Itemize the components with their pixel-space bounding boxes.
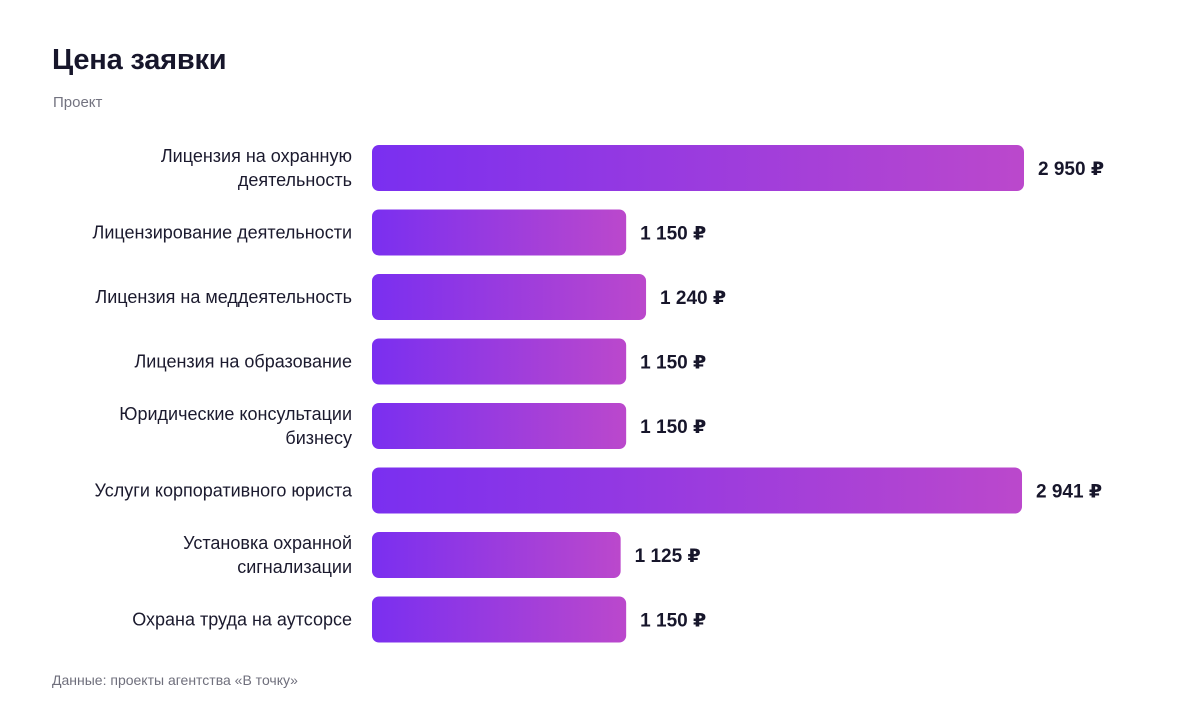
value-label: 1 125 ₽	[635, 546, 701, 567]
bar	[372, 338, 627, 385]
bar	[372, 403, 627, 449]
value-label: 1 150 ₽	[640, 224, 706, 245]
category-label: Установка охранной сигнализации	[183, 533, 352, 577]
bar	[372, 467, 1023, 514]
category-label: Лицензия на образование	[134, 352, 352, 372]
chart-subtitle: Проект	[53, 94, 103, 111]
bar	[372, 209, 627, 256]
bar	[372, 596, 627, 643]
value-label: 1 150 ₽	[640, 353, 706, 374]
category-label: Юридические консультации бизнесу	[119, 404, 352, 448]
value-label: 1 240 ₽	[660, 288, 726, 309]
category-label: Лицензия на меддеятельность	[95, 287, 352, 307]
bar	[372, 532, 621, 578]
bars-group: Лицензия на охранную деятельность 2 950 ₽ Л…	[93, 145, 1104, 643]
value-label: 1 150 ₽	[640, 611, 706, 632]
value-label: 2 950 ₽	[1038, 159, 1104, 180]
category-label: Лицензирование деятельности	[93, 223, 352, 243]
category-label: Лицензия на охранную деятельность	[161, 146, 352, 190]
chart-title: Цена заявки	[52, 44, 227, 76]
bar	[372, 145, 1024, 191]
category-label: Услуги корпоративного юриста	[95, 481, 353, 501]
value-label: 2 941 ₽	[1036, 482, 1102, 503]
value-label: 1 150 ₽	[640, 417, 706, 438]
data-source-note: Данные: проекты агентства «В точку»	[52, 672, 298, 688]
category-label: Охрана труда на аутсорсе	[132, 610, 352, 630]
bar	[372, 274, 647, 320]
